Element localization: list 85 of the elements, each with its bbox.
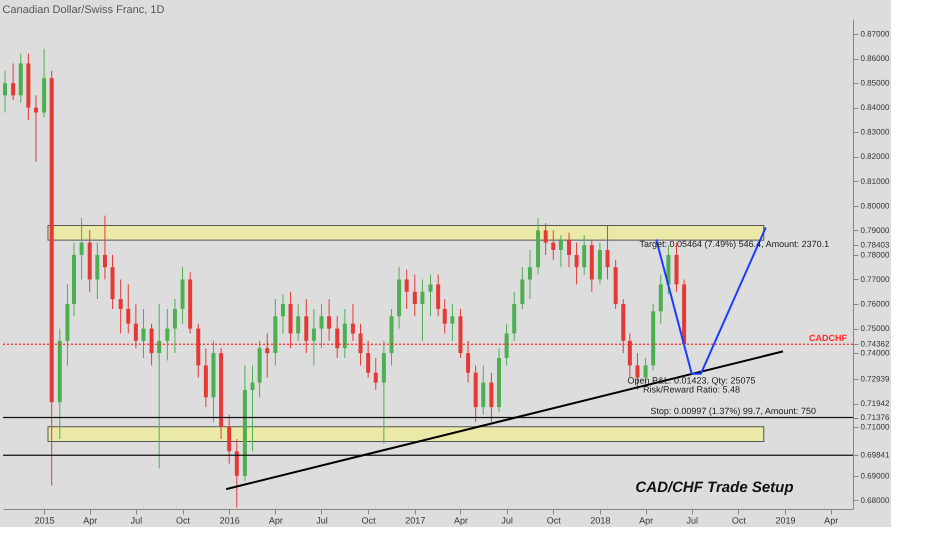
candlestick bbox=[102, 215, 107, 280]
x-tick-label: Oct bbox=[176, 516, 191, 526]
candlestick bbox=[312, 308, 316, 366]
x-tick-label: Oct bbox=[546, 516, 562, 526]
candlestick bbox=[157, 304, 162, 469]
candlestick bbox=[126, 284, 130, 334]
y-tick-label: 0.74362 bbox=[860, 340, 890, 349]
candlestick bbox=[172, 298, 177, 354]
x-tick-label: 2019 bbox=[776, 516, 796, 526]
candlestick bbox=[412, 274, 417, 317]
candlestick bbox=[280, 294, 285, 334]
candlestick bbox=[566, 232, 571, 268]
x-tick-label: Jul bbox=[316, 516, 328, 526]
candlestick bbox=[358, 323, 363, 366]
x-tick-label: Oct bbox=[362, 516, 376, 526]
x-tick-label: Apr bbox=[83, 516, 98, 526]
candlestick bbox=[428, 274, 433, 317]
y-tick-label: 0.77000 bbox=[860, 274, 890, 284]
x-tick-label: Apr bbox=[824, 516, 838, 526]
candlestick bbox=[118, 278, 123, 334]
x-tick-label: Oct bbox=[732, 516, 746, 526]
candlestick bbox=[606, 224, 610, 280]
candlestick bbox=[134, 304, 138, 349]
y-tick-label: 0.87000 bbox=[860, 29, 890, 38]
y-tick-label: 0.86000 bbox=[860, 54, 890, 64]
annotation: CAD/CHF Trade Setup bbox=[635, 479, 794, 496]
y-tick-label: 0.82000 bbox=[860, 152, 890, 162]
x-tick-label: Jul bbox=[686, 516, 698, 526]
y-tick-label: 0.71376 bbox=[860, 413, 890, 422]
y-tick-label: 0.78000 bbox=[860, 250, 890, 260]
y-tick-label: 0.76000 bbox=[860, 300, 890, 309]
candlestick bbox=[466, 340, 470, 384]
candlestick bbox=[335, 316, 340, 359]
candlestick bbox=[3, 70, 8, 114]
y-tick-label: 0.80000 bbox=[860, 201, 890, 210]
candlestick bbox=[420, 278, 424, 342]
x-tick-label: Jul bbox=[501, 516, 513, 526]
x-tick-label: Apr bbox=[268, 516, 283, 526]
candlestick bbox=[544, 222, 548, 256]
candlestick bbox=[366, 340, 370, 378]
x-tick-label: 2015 bbox=[34, 516, 55, 526]
y-tick-label: 0.69841 bbox=[860, 450, 890, 460]
candlestick bbox=[327, 298, 332, 342]
y-tick-label: 0.78403 bbox=[860, 240, 890, 250]
y-tick-label: 0.74000 bbox=[860, 348, 890, 358]
y-tick-label: 0.75000 bbox=[860, 324, 890, 334]
candlestick bbox=[141, 308, 146, 359]
y-tick-label: 0.83000 bbox=[860, 128, 890, 137]
candlestick bbox=[404, 269, 409, 310]
y-tick-label: 0.81000 bbox=[860, 176, 890, 186]
annotation: Risk/Reward Ratio: 5.48 bbox=[642, 384, 740, 394]
candlestick bbox=[551, 230, 556, 260]
x-tick-label: Apr bbox=[454, 516, 468, 526]
y-tick-label: 0.71942 bbox=[860, 399, 890, 408]
ref-line-label: CADCHF bbox=[809, 333, 848, 344]
candlestick bbox=[528, 250, 532, 300]
x-tick-label: 2016 bbox=[220, 516, 240, 526]
x-tick-label: 2017 bbox=[405, 516, 426, 526]
y-tick-label: 0.85000 bbox=[860, 78, 890, 88]
candlestick bbox=[250, 364, 255, 452]
candlestick bbox=[165, 308, 170, 361]
candlestick bbox=[11, 62, 16, 101]
candlestick bbox=[319, 304, 324, 349]
candlestick bbox=[265, 332, 270, 378]
y-tick-label: 0.69000 bbox=[860, 471, 890, 480]
candlestick bbox=[450, 304, 454, 342]
y-tick-label: 0.68000 bbox=[860, 496, 890, 505]
y-tick-label: 0.79000 bbox=[860, 226, 890, 235]
candlestick bbox=[296, 304, 300, 342]
y-tick-label: 0.84000 bbox=[860, 103, 890, 112]
candlestick bbox=[574, 242, 579, 285]
y-tick-label: 0.71000 bbox=[860, 422, 890, 432]
candlestick bbox=[80, 218, 84, 280]
y-tick-label: 0.72939 bbox=[860, 374, 890, 384]
candlestick bbox=[374, 358, 378, 390]
annotation: Stop: 0.00997 (1.37%) 99.7, Amount: 750 bbox=[650, 406, 816, 416]
candlestick bbox=[442, 298, 447, 334]
candlestick bbox=[34, 94, 38, 162]
x-tick-label: 2018 bbox=[590, 516, 610, 526]
x-tick-label: Jul bbox=[130, 516, 142, 526]
chart-title: Canadian Dollar/Swiss Franc, 1D bbox=[2, 4, 164, 16]
x-tick-label: Apr bbox=[639, 516, 654, 526]
candlestick bbox=[558, 234, 563, 268]
candlestick bbox=[582, 234, 586, 276]
candlestick bbox=[350, 304, 355, 342]
